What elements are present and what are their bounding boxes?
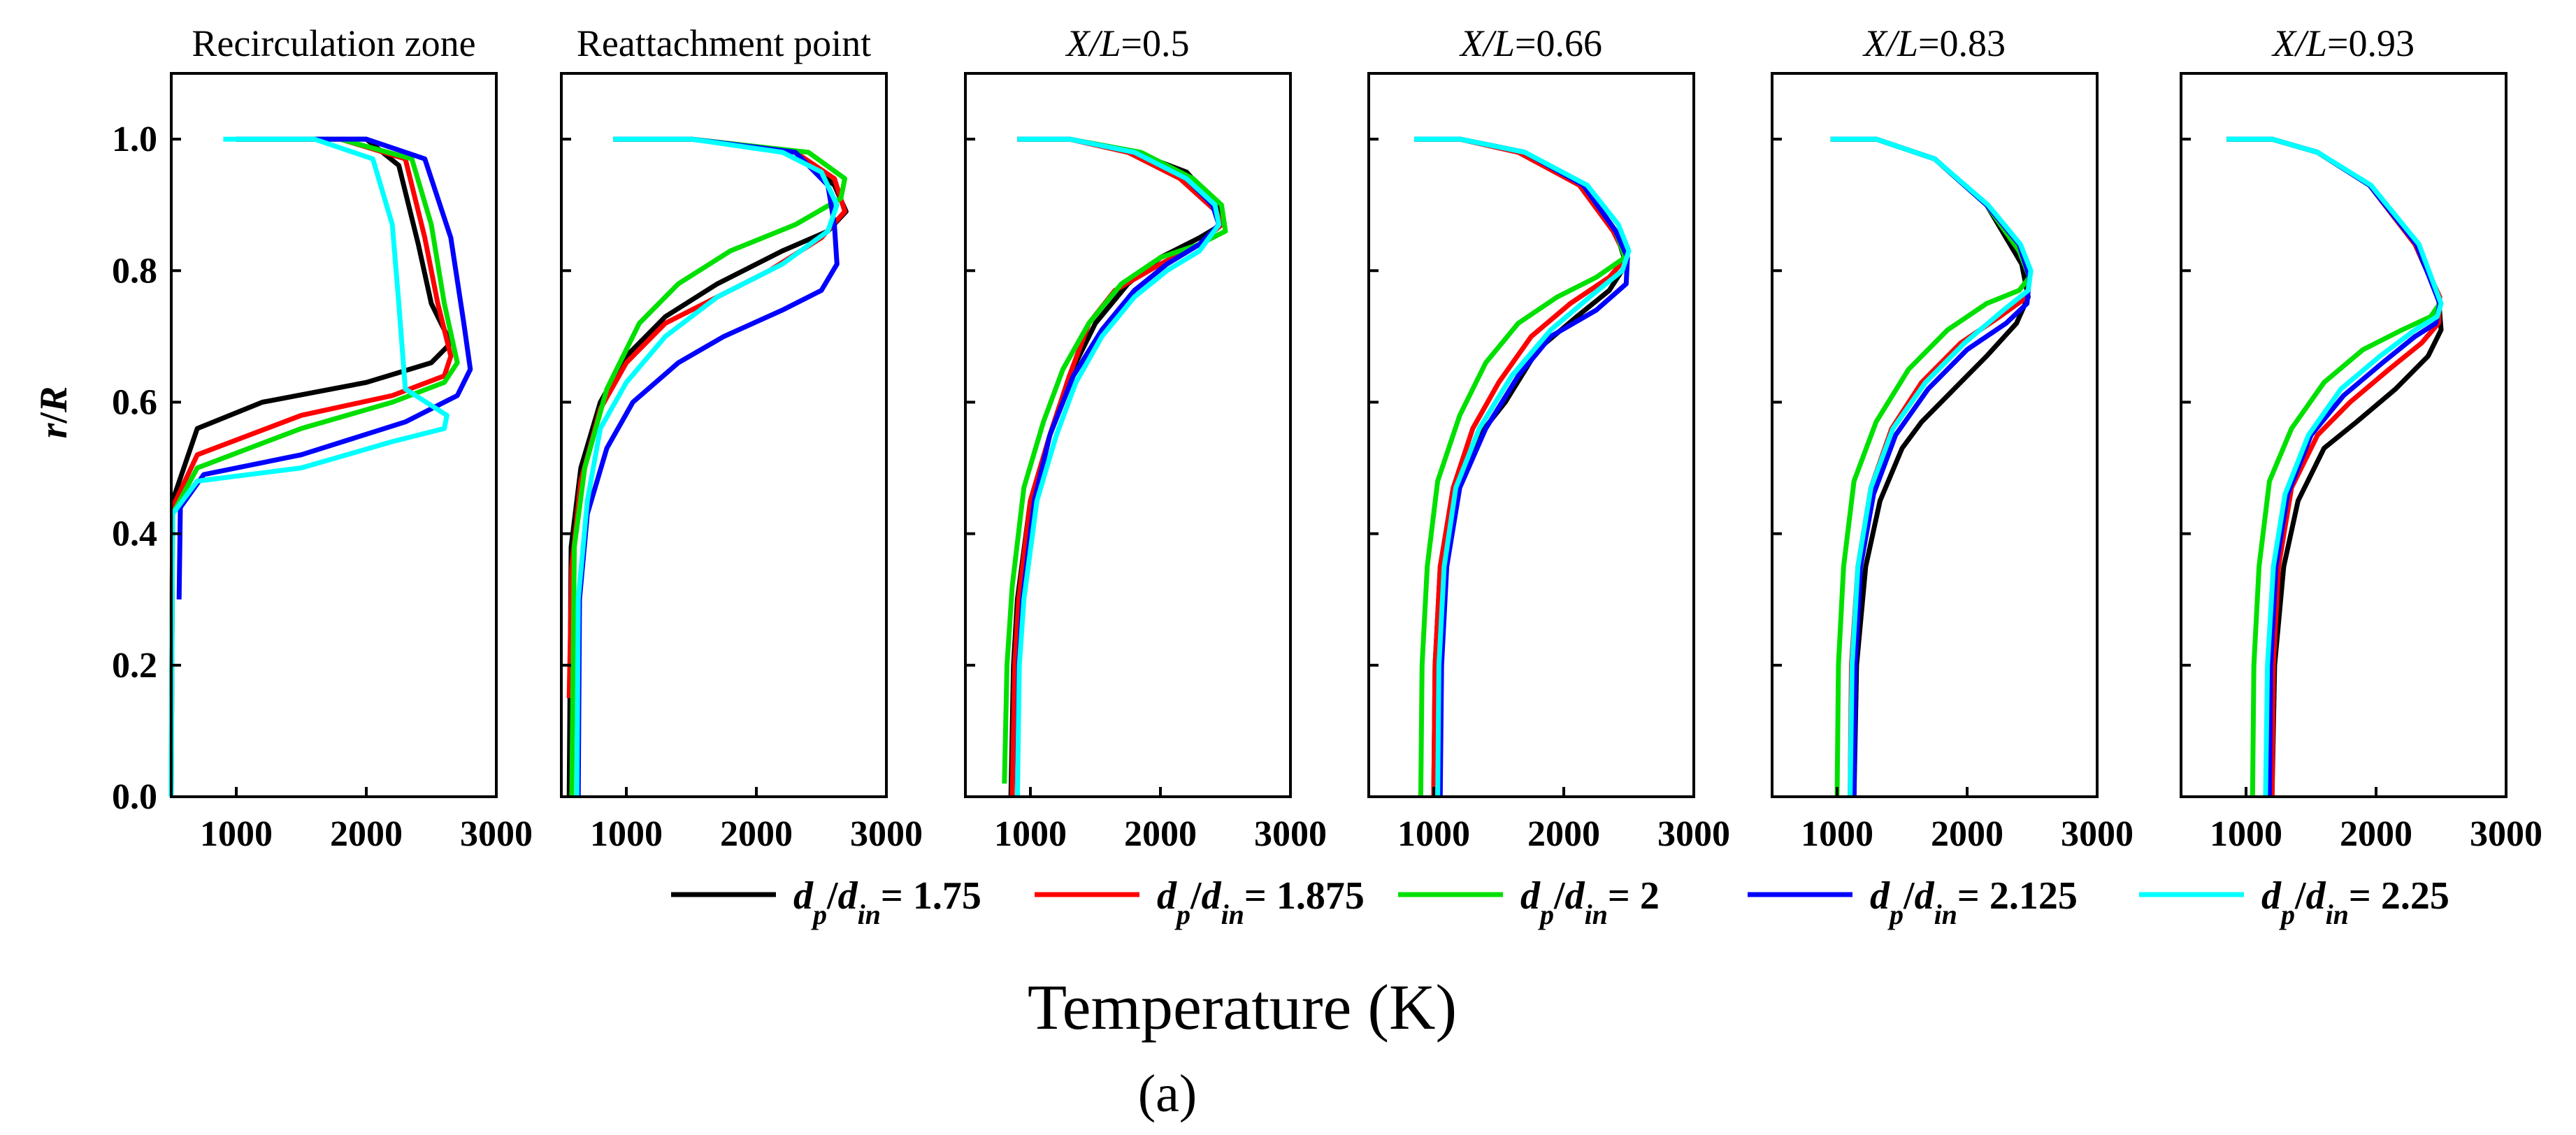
series-line-3	[1414, 136, 1627, 797]
series-line-3	[1002, 136, 1228, 784]
series-line-2	[168, 136, 454, 797]
legend-entry: dp/din= 1.875	[1035, 874, 1365, 930]
series-line-5	[1830, 136, 2034, 797]
series-line-4	[575, 136, 840, 797]
series-line-5	[1414, 136, 1632, 797]
series-line-1	[566, 136, 849, 797]
x-tick-label: 3000	[1657, 814, 1730, 854]
x-tick-label: 1000	[2210, 814, 2282, 854]
panel-x-l-0-83: X/L=0.83 1000 2000 3000	[1771, 22, 2134, 854]
plot-frame	[170, 72, 498, 798]
y-tick-label: 0.4	[112, 514, 157, 554]
series-line-3	[569, 136, 847, 797]
y-tick-label: 0.6	[112, 382, 157, 422]
plot-frame	[964, 72, 1292, 798]
x-tick-label: 3000	[460, 814, 533, 854]
plot-frame	[2180, 72, 2507, 798]
legend-label: dp/din= 1.75	[793, 874, 981, 930]
x-tick-label: 1000	[1801, 814, 1873, 854]
panel-reattachment-point: Reattachment point 1000 2000 3000	[560, 22, 923, 854]
series-line-1	[168, 136, 454, 797]
x-tick-label: 1000	[1397, 814, 1470, 854]
series-line-5	[2226, 136, 2444, 797]
panel-x-l-0-66: X/L=0.66 1000 2000 3000	[1367, 22, 1730, 854]
x-tick-label: 3000	[1254, 814, 1327, 854]
panel-title: X/L=0.5	[1065, 22, 1190, 64]
panel-x-l-0-5: X/L=0.5 1000 2000 3000	[964, 22, 1327, 854]
series-line-5	[168, 136, 449, 797]
y-axis-label: r/R	[32, 386, 75, 439]
figure-label: (a)	[1138, 1064, 1197, 1123]
panel-x-l-0-93: X/L=0.93 1000 2000 3000	[2180, 22, 2542, 854]
legend-entry: dp/din= 2	[1398, 874, 1660, 930]
legend-entry: dp/din= 1.75	[671, 874, 981, 930]
x-axis-label: Temperature (K)	[1028, 971, 1457, 1043]
plot-frame	[1367, 72, 1695, 798]
legend-label: dp/din= 2	[1520, 874, 1660, 930]
series-line-2	[566, 136, 847, 698]
y-tick-label: 0.2	[112, 646, 157, 686]
x-tick-label: 2000	[1931, 814, 2003, 854]
legend-label: dp/din= 2.125	[1870, 874, 2078, 930]
series-line-2	[2226, 136, 2442, 797]
series-line-2	[1414, 136, 1629, 797]
x-tick-label: 1000	[590, 814, 663, 854]
series-line-1	[1414, 136, 1629, 797]
panel-title: X/L=0.93	[2271, 22, 2415, 64]
y-tick-label: 0.0	[112, 777, 157, 817]
x-tick-label: 2000	[720, 814, 793, 854]
y-tick-label: 1.0	[112, 120, 157, 159]
panel-title: X/L=0.83	[1862, 22, 2006, 64]
y-tick-label: 0.8	[112, 251, 157, 291]
x-tick-label: 3000	[2470, 814, 2542, 854]
legend-label: dp/din= 2.25	[2261, 874, 2449, 930]
x-tick-label: 2000	[2340, 814, 2412, 854]
plot-frame	[1771, 72, 2099, 798]
x-tick-label: 2000	[330, 814, 403, 854]
x-tick-label: 2000	[1124, 814, 1197, 854]
plot-frame	[560, 72, 888, 798]
panel-recirculation-zone: Recirculation zone 1000 2000 3000 0.0 0.2 0.4 0…	[112, 22, 533, 854]
panels-group: Recirculation zone 1000 2000 3000 0.0 0.2 0.4 0…	[112, 22, 2542, 854]
series-line-5	[574, 136, 840, 797]
series-line-3	[168, 136, 460, 797]
x-tick-label: 1000	[994, 814, 1067, 854]
legend-entry: dp/din= 2.125	[1748, 874, 2078, 930]
x-tick-label: 2000	[1527, 814, 1600, 854]
panel-title: X/L=0.66	[1459, 22, 1602, 64]
legend-label: dp/din= 1.875	[1157, 874, 1365, 930]
series-line-3	[1830, 136, 2032, 797]
legend: dp/din= 1.75 dp/din= 1.875 dp/din= 2 dp/din…	[671, 874, 2449, 930]
x-tick-label: 3000	[2061, 814, 2134, 854]
x-tick-label: 1000	[200, 814, 273, 854]
series-line-2	[1009, 136, 1224, 797]
legend-entry: dp/din= 2.25	[2139, 874, 2449, 930]
panel-title: Reattachment point	[577, 22, 871, 64]
series-line-5	[1014, 136, 1222, 797]
series-line-4	[1414, 136, 1630, 797]
panel-title: Recirculation zone	[192, 22, 475, 64]
x-tick-label: 3000	[850, 814, 923, 854]
